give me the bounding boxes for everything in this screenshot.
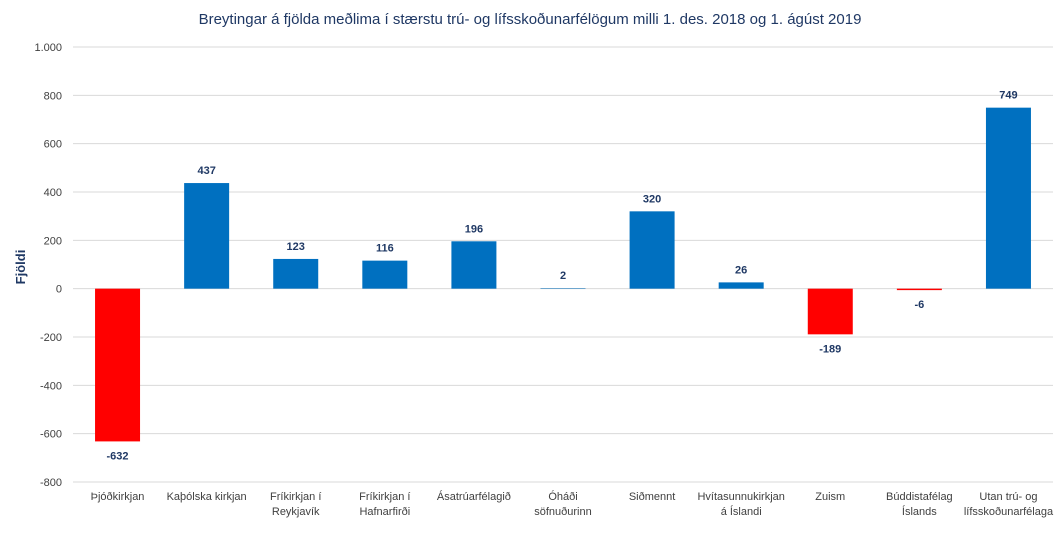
bar bbox=[896, 288, 942, 291]
y-tick-label: -600 bbox=[40, 429, 62, 441]
y-tick-label: 0 bbox=[56, 284, 62, 296]
x-tick-label: Íslands bbox=[902, 505, 937, 518]
y-tick-label: 800 bbox=[44, 90, 62, 102]
x-tick-label: Þjóðkirkjan bbox=[91, 491, 145, 503]
x-tick-label: á Íslandi bbox=[721, 505, 762, 518]
bar bbox=[985, 107, 1031, 289]
x-tick-label: Búddistafélag bbox=[886, 491, 953, 503]
x-axis-ticks: Þjóðkirkjan Kaþólska kirkjan Fríkirkjan í R… bbox=[91, 490, 1054, 518]
y-tick-label: 400 bbox=[44, 187, 62, 199]
x-tick-label: Kaþólska kirkjan bbox=[167, 491, 247, 503]
data-label: -189 bbox=[819, 343, 841, 355]
data-label: 320 bbox=[643, 193, 661, 205]
data-label: 196 bbox=[465, 223, 483, 235]
bar bbox=[273, 258, 319, 289]
data-label: 26 bbox=[735, 264, 747, 276]
bar bbox=[718, 282, 764, 289]
data-label: -6 bbox=[914, 299, 924, 311]
data-labels: -632 437 123 116 196 2 320 26 -189 -6 749 bbox=[107, 90, 1018, 463]
x-tick-label: Fríkirkjan í bbox=[270, 491, 321, 503]
bar bbox=[184, 183, 230, 289]
y-tick-label: -800 bbox=[40, 477, 62, 489]
data-label: 123 bbox=[287, 241, 305, 253]
bars bbox=[95, 107, 1031, 442]
bar bbox=[362, 260, 408, 289]
bar bbox=[95, 288, 141, 442]
y-tick-label: 200 bbox=[44, 235, 62, 247]
y-tick-label: 1.000 bbox=[34, 42, 62, 54]
y-tick-label: -200 bbox=[40, 332, 62, 344]
y-axis-label: Fjöldi bbox=[13, 250, 28, 285]
chart-title: Breytingar á fjölda meðlima í stærstu tr… bbox=[199, 11, 862, 28]
x-tick-label: Reykjavík bbox=[272, 506, 320, 518]
x-tick-label: lífsskoðunarfélaga bbox=[964, 506, 1054, 518]
bar bbox=[451, 241, 497, 289]
data-label: -632 bbox=[107, 450, 129, 462]
x-tick-label: Hafnarfirði bbox=[359, 506, 410, 518]
bar bbox=[629, 211, 675, 289]
data-label: 437 bbox=[197, 165, 215, 177]
x-tick-label: Ásatrúarfélagið bbox=[437, 490, 511, 503]
bar bbox=[807, 288, 853, 335]
x-tick-label: Fríkirkjan í bbox=[359, 491, 410, 503]
data-label: 2 bbox=[560, 270, 566, 282]
x-tick-label: Siðmennt bbox=[629, 491, 675, 503]
y-tick-label: 600 bbox=[44, 139, 62, 151]
x-tick-label: Zuism bbox=[815, 491, 845, 503]
data-label: 116 bbox=[376, 243, 394, 255]
x-tick-label: söfnuðurinn bbox=[534, 506, 592, 518]
bar bbox=[540, 288, 586, 289]
x-tick-label: Utan trú- og bbox=[979, 491, 1037, 503]
x-tick-label: Hvítasunnukirkjan bbox=[697, 491, 784, 503]
y-tick-label: -400 bbox=[40, 380, 62, 392]
data-label: 749 bbox=[999, 90, 1017, 102]
x-tick-label: Óháði bbox=[548, 490, 577, 503]
y-axis-ticks: -800 -600 -400 -200 0 200 400 600 800 1.000 bbox=[34, 42, 62, 489]
